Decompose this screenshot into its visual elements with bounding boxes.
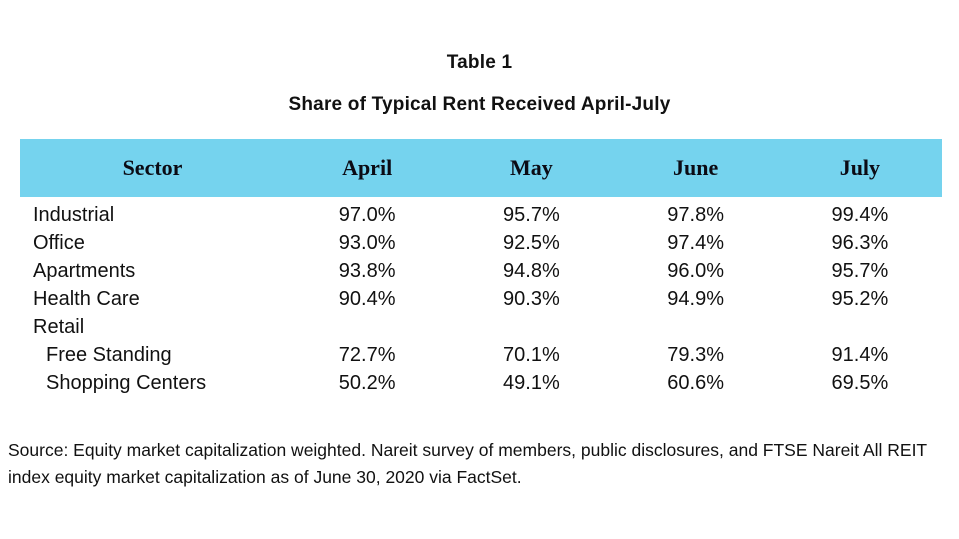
value-cell: 90.4% bbox=[338, 287, 396, 310]
value-cell: 93.8% bbox=[338, 259, 396, 282]
column-header-june: June bbox=[673, 155, 719, 180]
value-cell: 95.7% bbox=[831, 259, 889, 282]
value-cell: 91.4% bbox=[831, 343, 889, 366]
column-header-may: May bbox=[509, 155, 553, 180]
value-cell: 99.4% bbox=[831, 203, 889, 226]
value-cell: 94.8% bbox=[503, 259, 560, 282]
sector-cell: Apartments bbox=[33, 259, 136, 282]
rent-received-table: Sector April May June July Industrial 97.0% 95… bbox=[20, 139, 942, 397]
value-cell: 69.5% bbox=[831, 371, 889, 394]
value-cell: 90.3% bbox=[503, 287, 560, 310]
value-cell: 93.0% bbox=[338, 231, 396, 254]
value-cell: 49.1% bbox=[503, 371, 560, 394]
table-row-apartments: Apartments 93.8% 94.8% 96.0% 95.7% bbox=[20, 257, 942, 285]
table-number-title: Table 1 bbox=[446, 52, 513, 73]
table-row-retail: Retail bbox=[20, 313, 942, 341]
value-cell: 50.2% bbox=[338, 371, 396, 394]
table-row-free-standing: Free Standing 72.7% 70.1% 79.3% 91.4% bbox=[20, 341, 942, 369]
value-cell: 97.8% bbox=[667, 203, 724, 226]
value-cell: 96.0% bbox=[667, 259, 724, 282]
value-cell: 92.5% bbox=[503, 231, 560, 254]
column-header-july: July bbox=[839, 155, 881, 180]
sector-cell: Industrial bbox=[33, 203, 115, 226]
column-header-april: April bbox=[342, 155, 393, 180]
sector-cell: Free Standing bbox=[46, 343, 172, 366]
sector-cell: Health Care bbox=[33, 287, 140, 310]
table-body: Industrial 97.0% 95.7% 97.8% 99.4% Office 93.0… bbox=[20, 197, 942, 397]
table-row-office: Office 93.0% 92.5% 97.4% 96.3% bbox=[20, 229, 942, 257]
value-cell: 72.7% bbox=[338, 343, 396, 366]
value-cell: 95.2% bbox=[831, 287, 889, 310]
value-cell: 94.9% bbox=[667, 287, 724, 310]
value-cell: 97.4% bbox=[667, 231, 724, 254]
sector-cell: Retail bbox=[33, 315, 85, 338]
table-header-row: Sector April May June July bbox=[20, 139, 942, 197]
table-subtitle: Share of Typical Rent Received April-Jul… bbox=[288, 94, 671, 115]
sector-cell: Office bbox=[33, 231, 85, 254]
value-cell: 96.3% bbox=[831, 231, 889, 254]
sector-cell: Shopping Centers bbox=[46, 371, 207, 394]
source-note: Source: Equity market capitalization wei… bbox=[8, 440, 927, 487]
table-row-shopping-centers: Shopping Centers 50.2% 49.1% 60.6% 69.5% bbox=[20, 369, 942, 397]
value-cell: 70.1% bbox=[503, 343, 560, 366]
value-cell: 97.0% bbox=[338, 203, 396, 226]
table-row-health-care: Health Care 90.4% 90.3% 94.9% 95.2% bbox=[20, 285, 942, 313]
value-cell: 79.3% bbox=[667, 343, 724, 366]
table-row-industrial: Industrial 97.0% 95.7% 97.8% 99.4% bbox=[20, 201, 942, 229]
value-cell: 60.6% bbox=[667, 371, 724, 394]
value-cell: 95.7% bbox=[503, 203, 560, 226]
column-header-sector: Sector bbox=[122, 155, 183, 180]
